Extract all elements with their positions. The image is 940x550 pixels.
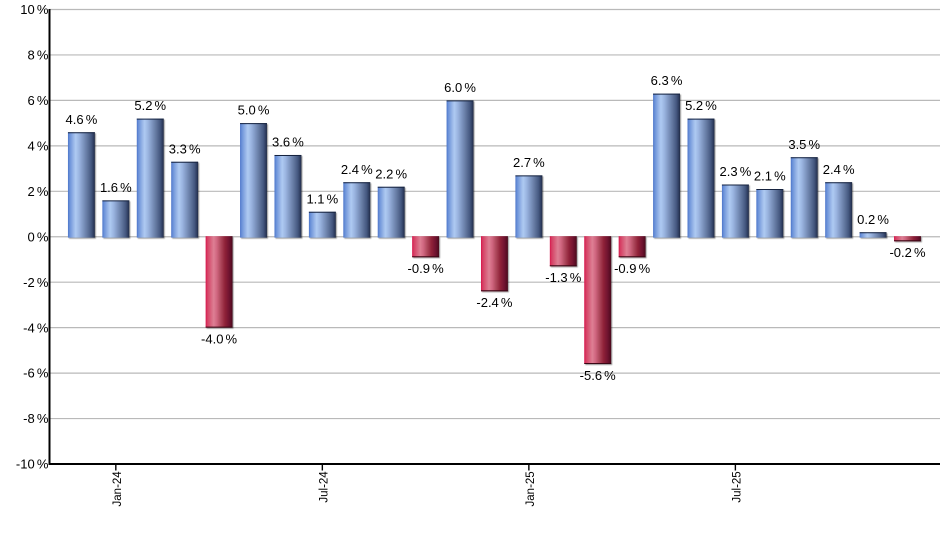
svg-text:1.6 %: 1.6 % bbox=[100, 180, 132, 195]
svg-text:5.0 %: 5.0 % bbox=[238, 103, 270, 118]
svg-text:-0.9 %: -0.9 % bbox=[614, 261, 651, 276]
svg-text:-8 %: -8 % bbox=[23, 411, 49, 426]
svg-text:10 %: 10 % bbox=[20, 2, 49, 17]
svg-text:-6 %: -6 % bbox=[23, 366, 49, 381]
svg-text:3.3 %: 3.3 % bbox=[169, 141, 201, 156]
svg-text:Jul-24: Jul-24 bbox=[318, 471, 330, 503]
svg-text:3.5 %: 3.5 % bbox=[788, 137, 820, 152]
svg-text:0 %: 0 % bbox=[27, 229, 48, 244]
svg-text:6.0 %: 6.0 % bbox=[444, 80, 476, 95]
svg-text:6.3 %: 6.3 % bbox=[651, 73, 683, 88]
svg-text:-4.0 %: -4.0 % bbox=[201, 332, 238, 347]
svg-text:4.6 %: 4.6 % bbox=[66, 112, 98, 127]
svg-text:-10 %: -10 % bbox=[16, 457, 49, 472]
svg-text:2 %: 2 % bbox=[27, 184, 48, 199]
svg-text:1.1 %: 1.1 % bbox=[306, 191, 338, 206]
svg-text:-4 %: -4 % bbox=[23, 320, 49, 335]
svg-text:5.2 %: 5.2 % bbox=[134, 98, 166, 113]
svg-text:2.1 %: 2.1 % bbox=[754, 169, 786, 184]
svg-text:0.2 %: 0.2 % bbox=[857, 212, 889, 227]
svg-text:2.7 %: 2.7 % bbox=[513, 155, 545, 170]
svg-text:8 %: 8 % bbox=[27, 48, 48, 63]
svg-text:-0.2 %: -0.2 % bbox=[889, 245, 926, 260]
svg-text:-2.4 %: -2.4 % bbox=[476, 295, 513, 310]
svg-text:4 %: 4 % bbox=[27, 138, 48, 153]
svg-text:5.2 %: 5.2 % bbox=[685, 98, 717, 113]
svg-text:Jul-25: Jul-25 bbox=[731, 471, 743, 502]
svg-text:-1.3 %: -1.3 % bbox=[545, 270, 582, 285]
svg-text:-2 %: -2 % bbox=[23, 275, 49, 290]
svg-text:6 %: 6 % bbox=[27, 93, 48, 108]
svg-text:2.4 %: 2.4 % bbox=[823, 162, 855, 177]
svg-text:Jan-25: Jan-25 bbox=[525, 471, 537, 506]
svg-text:2.3 %: 2.3 % bbox=[720, 164, 752, 179]
svg-text:2.2 %: 2.2 % bbox=[375, 166, 407, 181]
svg-text:2.4 %: 2.4 % bbox=[341, 162, 373, 177]
svg-text:Jan-24: Jan-24 bbox=[112, 471, 124, 507]
svg-text:3.6 %: 3.6 % bbox=[272, 135, 304, 150]
svg-text:-5.6 %: -5.6 % bbox=[580, 368, 617, 383]
svg-text:-0.9 %: -0.9 % bbox=[408, 261, 445, 276]
